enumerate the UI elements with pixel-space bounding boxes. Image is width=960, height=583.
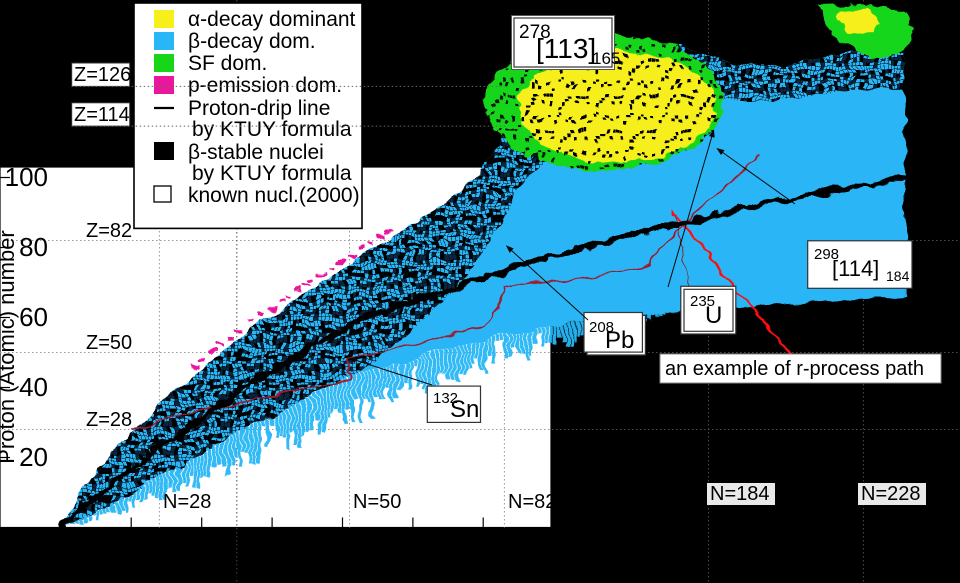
svg-text:α-decay dominant: α-decay dominant xyxy=(188,8,356,31)
svg-text:80: 80 xyxy=(328,529,357,559)
svg-text:Proton-drip line: Proton-drip line xyxy=(188,97,330,120)
svg-text:Pb: Pb xyxy=(605,327,634,354)
svg-text:60: 60 xyxy=(258,529,287,559)
svg-text:N=82: N=82 xyxy=(508,491,556,513)
svg-text:Z=126: Z=126 xyxy=(74,64,131,86)
svg-text:100: 100 xyxy=(5,162,48,192)
svg-text:Z=82: Z=82 xyxy=(86,220,132,242)
svg-text:40: 40 xyxy=(187,529,216,559)
svg-text:N=28: N=28 xyxy=(163,491,211,513)
svg-text:100: 100 xyxy=(391,529,434,559)
svg-text:β-stable nuclei: β-stable nuclei xyxy=(188,141,324,164)
svg-text:N=50: N=50 xyxy=(353,491,401,513)
svg-text:Neutron number: Neutron number xyxy=(213,557,386,583)
svg-text:Z=28: Z=28 xyxy=(86,409,132,431)
svg-text:60: 60 xyxy=(19,302,48,332)
svg-text:N=228: N=228 xyxy=(861,483,921,505)
svg-text:SF dom.: SF dom. xyxy=(188,52,267,75)
svg-text:[114]: [114] xyxy=(832,256,879,281)
svg-text:120: 120 xyxy=(462,529,505,559)
svg-text:p-emission dom.: p-emission dom. xyxy=(188,74,342,97)
svg-text:by KTUY formula: by KTUY formula xyxy=(192,162,352,185)
svg-text:20: 20 xyxy=(19,442,48,472)
svg-text:Z=114: Z=114 xyxy=(74,104,130,126)
svg-text:by KTUY formula: by KTUY formula xyxy=(192,118,352,141)
svg-text:[113]: [113] xyxy=(536,33,596,64)
svg-text:known nucl.(2000): known nucl.(2000) xyxy=(188,184,360,207)
svg-text:β-decay dom.: β-decay dom. xyxy=(188,30,316,53)
svg-text:an example of r-process path: an example of r-process path xyxy=(665,358,924,380)
svg-text:40: 40 xyxy=(19,372,48,402)
svg-text:184: 184 xyxy=(886,268,910,284)
svg-text:20: 20 xyxy=(117,529,146,559)
svg-text:Sn: Sn xyxy=(450,396,479,423)
svg-text:Proton (Atomic) number: Proton (Atomic) number xyxy=(0,230,19,464)
svg-text:Z=50: Z=50 xyxy=(86,332,132,354)
svg-text:U: U xyxy=(705,302,722,329)
svg-text:80: 80 xyxy=(19,232,48,262)
svg-text:165: 165 xyxy=(592,49,620,68)
svg-text:N=184: N=184 xyxy=(710,483,770,505)
